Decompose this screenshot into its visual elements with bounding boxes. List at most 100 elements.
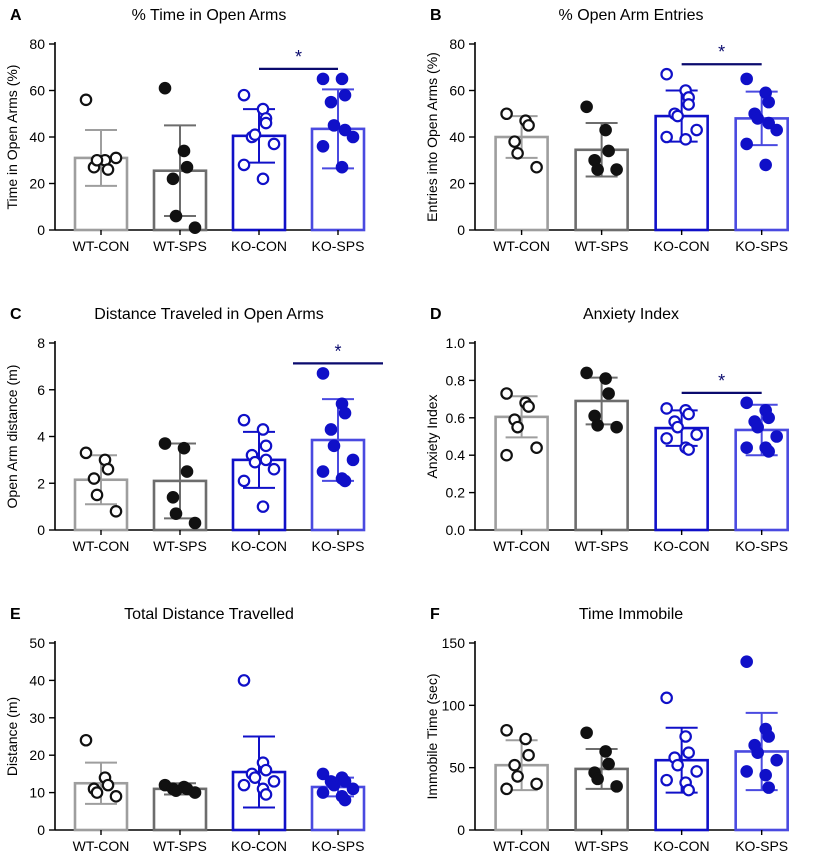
data-point-f [602,757,615,771]
y-tick-label-d: 1.0 [446,335,466,351]
panel-label-a: A [10,7,22,24]
y-tick-label-c: 8 [37,335,45,351]
panel-title-b: % Open Arm Entries [559,7,704,24]
panel-label-b: B [430,7,442,24]
data-point-f [679,730,692,743]
data-point-f [740,655,753,668]
data-point-b [508,135,521,148]
data-point-d [522,400,535,413]
data-point-c [158,437,172,450]
data-point-b [770,123,783,137]
y-tick-label-f: 150 [442,635,466,651]
y-tick-label-a: 20 [29,176,45,192]
x-category-label-c: KO-CON [231,538,287,554]
data-point-e [338,793,352,807]
y-tick-label-a: 0 [37,222,45,238]
data-point-f [759,768,772,782]
data-point-f [660,773,673,787]
data-point-e [259,763,273,777]
significance-star-d: * [718,371,725,391]
data-point-c [248,455,262,469]
y-axis-label-e: Distance (m) [4,697,20,776]
data-point-c [338,474,352,488]
data-point-e [338,775,352,788]
y-tick-label-a: 40 [29,129,45,145]
data-point-c [316,367,330,380]
y-axis-label-c: Open Arm distance (m) [4,365,20,509]
data-point-d [671,420,684,434]
data-point-c [169,507,183,520]
data-point-e [109,790,123,803]
y-tick-label-e: 40 [29,672,45,688]
data-point-a [158,81,172,95]
x-category-label-a: KO-CON [231,238,287,254]
x-category-label-e: WT-SPS [153,838,207,854]
data-point-c [109,504,123,518]
y-tick-label-b: 0 [457,222,465,238]
y-tick-label-e: 30 [29,710,45,726]
data-point-b [751,112,764,125]
x-category-label-c: KO-SPS [312,538,365,554]
data-point-b [660,130,673,144]
x-category-label-b: WT-CON [493,238,550,254]
data-point-d [660,432,673,445]
data-point-e [188,786,202,799]
data-point-d [740,396,753,410]
data-point-a [177,144,191,158]
data-point-a [267,137,281,151]
x-category-label-a: WT-CON [73,238,130,254]
data-point-e [237,674,251,687]
data-point-d [762,445,775,458]
data-point-f [740,765,753,778]
data-point-d [500,448,513,462]
panel-label-c: C [10,306,22,323]
data-point-d [610,420,623,434]
data-point-c [256,500,270,513]
data-point-c [259,453,273,467]
data-point-a [79,93,93,107]
data-point-c [79,446,93,460]
data-point-d [682,443,695,456]
y-tick-label-e: 0 [37,822,45,838]
x-category-label-f: KO-SPS [735,838,788,854]
data-point-a [259,116,273,130]
y-tick-label-d: 0.2 [446,485,466,501]
x-category-label-e: KO-SPS [312,838,365,854]
data-point-f [530,777,543,791]
data-point-f [500,723,513,737]
data-point-d [751,420,764,434]
y-tick-label-e: 50 [29,635,45,651]
data-point-d [591,418,604,432]
data-point-e [237,778,251,792]
data-point-b [679,133,692,146]
panel-label-e: E [10,606,21,623]
y-tick-label-b: 60 [449,83,465,99]
data-point-c [87,472,101,485]
data-point-d [660,402,673,415]
data-point-a [346,130,360,144]
y-tick-label-c: 2 [37,475,45,491]
data-point-e [259,788,273,801]
data-point-a [90,153,104,167]
y-tick-label-d: 0.8 [446,372,466,388]
x-category-label-a: WT-SPS [153,238,207,254]
significance-star-c: * [334,341,341,361]
panel-title-f: Time Immobile [579,606,683,623]
data-point-c [101,462,115,476]
data-point-b [762,116,775,130]
data-point-f [751,746,764,760]
y-tick-label-a: 80 [29,36,45,52]
data-point-d [770,430,783,443]
panel-title-e: Total Distance Travelled [124,606,294,623]
panel-title-a: % Time in Open Arms [132,7,287,24]
data-point-e [90,786,104,799]
y-tick-label-f: 0 [457,822,465,838]
data-point-e [169,784,183,798]
significance-star-a: * [295,47,302,67]
data-point-a [248,128,262,141]
data-point-b [580,100,593,114]
data-point-a [101,163,115,176]
panel-title-d: Anxiety Index [583,306,679,323]
